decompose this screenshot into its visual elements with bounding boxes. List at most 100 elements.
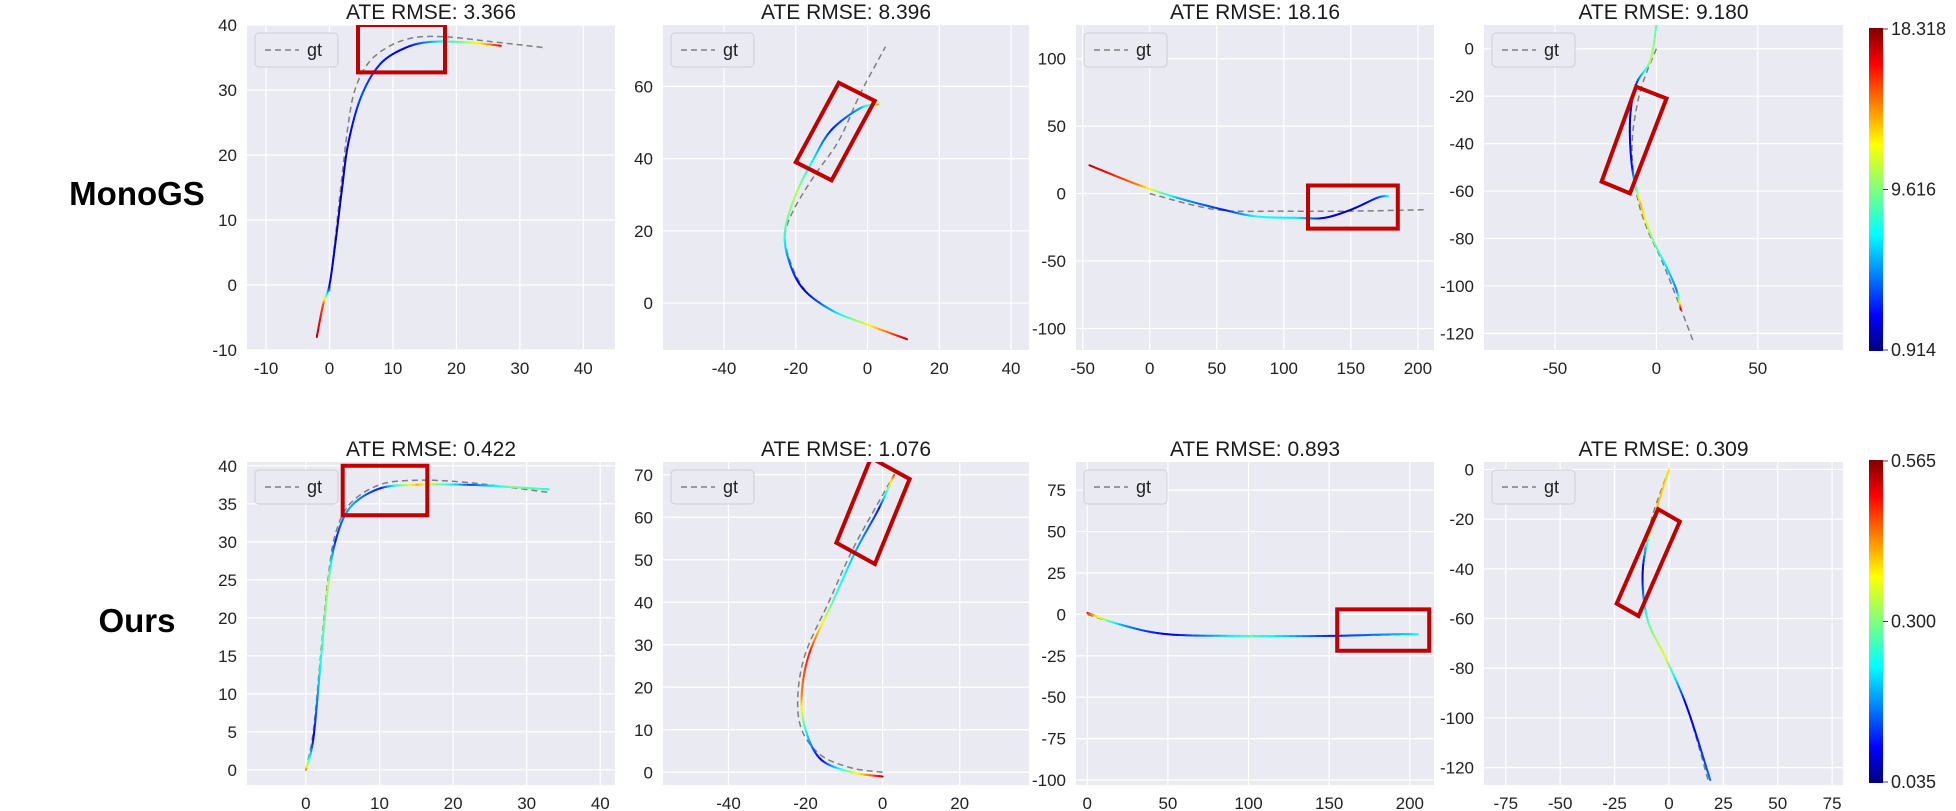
legend-label: gt (1136, 40, 1151, 60)
trajectory-segment (317, 675, 321, 685)
legend: gt (1083, 32, 1168, 68)
y-tick-label: -120 (1440, 759, 1474, 778)
y-tick-label: 10 (218, 685, 237, 704)
y-tick-label: 0 (1057, 185, 1066, 204)
y-tick-label: 50 (1047, 523, 1066, 542)
y-tick-label: 0 (1057, 605, 1066, 624)
y-tick-label: -75 (1041, 730, 1066, 749)
x-tick-label: 200 (1396, 794, 1424, 811)
legend-label: gt (723, 40, 738, 60)
legend-label: gt (723, 477, 738, 497)
y-tick-label: -10 (212, 341, 237, 360)
y-tick-label: 0 (1465, 40, 1474, 59)
panel-title: ATE RMSE: 0.422 (346, 438, 516, 461)
x-tick-label: -75 (1493, 794, 1518, 811)
trajectory-segment (892, 473, 896, 478)
y-tick-label: -20 (1449, 87, 1474, 106)
legend: gt (254, 32, 339, 68)
x-tick-label: -20 (783, 359, 808, 378)
gt-trajectory (328, 35, 546, 292)
x-tick-label: 40 (574, 359, 593, 378)
panel-4: -50 0 50 -120 -100 -80 -60 -40 -20 0 ATE RMSE: 9.1… (1440, 1, 1843, 378)
row-label-ours: Ours (98, 602, 175, 639)
y-tick-label: 25 (1047, 564, 1066, 583)
estimated-trajectory (1086, 611, 1419, 638)
colorbar-gradient (1869, 28, 1883, 351)
y-tick-label: -50 (1041, 252, 1066, 271)
panel-title: ATE RMSE: 3.366 (346, 1, 516, 24)
x-tick-label: 40 (1002, 359, 1021, 378)
colorbar-min-label: 0.914 (1891, 340, 1936, 360)
x-tick-label: 10 (383, 359, 402, 378)
y-tick-label: 100 (1038, 50, 1066, 69)
plot-area (247, 25, 615, 350)
y-tick-label: -100 (1032, 771, 1066, 790)
x-tick-label: 0 (1145, 359, 1154, 378)
trajectory-segment (322, 629, 325, 638)
colorbar-1: 18.318 9.616 0.914 (1869, 19, 1946, 360)
trajectory-segment (320, 642, 324, 652)
y-tick-label: 60 (634, 77, 653, 96)
x-tick-label: 0 (301, 794, 310, 811)
estimated-trajectory (304, 483, 550, 771)
trajectory-segment (323, 615, 326, 625)
colorbar-mid-label: 0.300 (1891, 612, 1936, 632)
legend-label: gt (1544, 477, 1559, 497)
x-tick-label: 0 (1652, 359, 1661, 378)
x-tick-label: -10 (254, 359, 279, 378)
y-tick-label: -80 (1449, 659, 1474, 678)
trajectory-segment (321, 635, 325, 645)
y-tick-label: 20 (218, 609, 237, 628)
trajectory-segment (1687, 710, 1692, 719)
x-tick-label: -50 (1543, 359, 1568, 378)
y-tick-label: 20 (634, 678, 653, 697)
x-tick-label: -25 (1602, 794, 1627, 811)
x-tick-label: 50 (1748, 359, 1767, 378)
y-tick-label: -100 (1032, 319, 1066, 338)
y-tick-label: 40 (218, 16, 237, 35)
trajectory-segment (1696, 737, 1701, 747)
y-tick-label: 5 (228, 723, 237, 742)
y-tick-label: 10 (634, 721, 653, 740)
x-tick-label: 200 (1404, 359, 1432, 378)
y-tick-label: -80 (1449, 230, 1474, 249)
y-tick-label: -40 (1449, 560, 1474, 579)
x-tick-label: 0 (1083, 794, 1092, 811)
legend: gt (1491, 469, 1576, 505)
gt-trajectory (784, 46, 887, 304)
y-tick-label: 30 (218, 533, 237, 552)
legend: gt (1083, 469, 1168, 505)
trajectory-segment (1708, 775, 1712, 782)
x-tick-label: 20 (444, 794, 463, 811)
colorbar-min-label: 0.035 (1891, 772, 1936, 792)
trajectory-segment (324, 603, 328, 612)
x-tick-label: 0 (878, 794, 887, 811)
highlight-box (1599, 84, 1670, 197)
plot-area (247, 462, 615, 785)
trajectory-segment (320, 649, 323, 658)
highlight-box (340, 463, 430, 518)
estimated-trajectory (800, 473, 896, 778)
x-tick-label: 20 (950, 794, 969, 811)
y-tick-label: 10 (218, 211, 237, 230)
trajectory-segment (1698, 744, 1703, 754)
trajectory-segment (317, 682, 320, 692)
trajectory-segment (318, 662, 322, 671)
trajectory-segment (323, 609, 327, 618)
legend: gt (670, 469, 755, 505)
trajectory-segment (1700, 751, 1705, 761)
y-tick-label: 0 (228, 276, 237, 295)
highlight-box (793, 80, 878, 183)
y-tick-label: 20 (634, 222, 653, 241)
y-tick-label: 0 (644, 763, 653, 782)
x-tick-label: 20 (447, 359, 466, 378)
y-tick-label: 40 (218, 457, 237, 476)
trajectory-segment (1694, 730, 1699, 740)
panel-3: -50 0 50 100 150 200 -100 -50 0 50 100 ATE RMSE: 18… (1032, 1, 1434, 378)
y-tick-label: 30 (634, 636, 653, 655)
highlight-box (1335, 607, 1432, 653)
panel-1: -10 0 10 20 30 40 -10 0 10 20 30 40 ATE RMSE: 3.366 g… (212, 1, 615, 378)
legend-label: gt (307, 40, 322, 60)
panel-title: ATE RMSE: 9.180 (1578, 1, 1748, 24)
